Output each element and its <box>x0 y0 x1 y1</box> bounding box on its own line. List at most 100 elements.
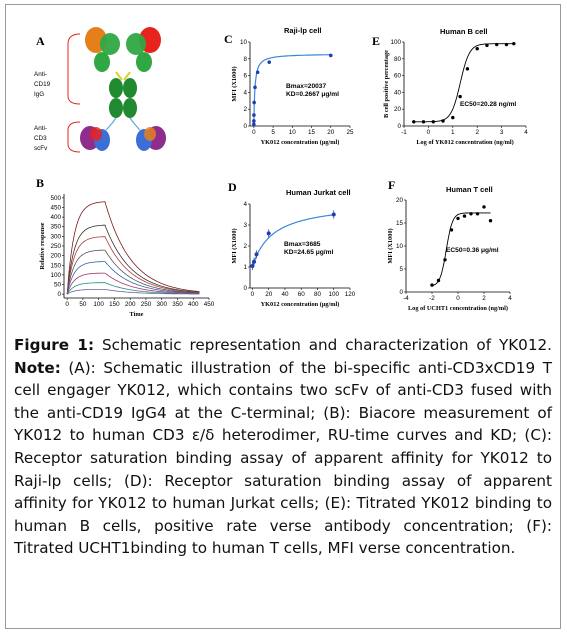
x-tick-label: 0 <box>252 129 256 136</box>
annotation-ec50: EC50=0.36 μg/ml <box>446 247 499 254</box>
x-axis-label: Log of YK012 concentration (ng/ml) <box>416 139 513 146</box>
label-anti-cd19-line3: IgG <box>34 91 44 98</box>
antibody-diagram: Anti- CD19 IgG Anti- CD3 scFv <box>34 27 166 153</box>
x-axis-label: Time <box>130 311 144 318</box>
x-tick-label: 2 <box>475 129 479 136</box>
sensorgram-curve <box>66 272 200 295</box>
y-tick-label: 0 <box>397 123 401 130</box>
fab-light-right <box>126 33 146 55</box>
sensorgram-curve <box>66 236 200 295</box>
linker-left <box>105 117 117 131</box>
label-anti-cd3-line1: Anti- <box>34 125 47 132</box>
data-point <box>252 119 256 123</box>
x-tick-label: 80 <box>314 291 322 298</box>
y-tick-label: 400 <box>50 214 61 221</box>
x-tick-label: 5 <box>271 129 275 136</box>
data-point <box>254 252 259 257</box>
hinge-right <box>123 71 131 81</box>
hinge-left <box>115 71 123 81</box>
y-tick-label: 0 <box>399 289 403 296</box>
x-tick-label: -1 <box>401 129 407 136</box>
panel-d-label: D <box>228 180 237 194</box>
label-anti-cd3-line3: scFv <box>34 145 48 152</box>
x-tick-label: 250 <box>141 301 152 308</box>
chart-b: 0 50 100 150 200 250 300 350 400 450 0 50 100 150 200 2… <box>39 194 215 318</box>
x-tick-label: 0 <box>427 129 431 136</box>
y-tick-label: 20 <box>396 197 404 204</box>
x-tick-label: 100 <box>93 301 104 308</box>
panel-a: A Anti- CD19 IgG Anti- CD3 s <box>30 24 180 174</box>
x-tick-label: -2 <box>429 295 435 302</box>
x-tick-label: 0 <box>65 301 69 308</box>
y-tick-label: 8 <box>243 56 247 63</box>
fab-cl-left <box>94 52 110 72</box>
data-point <box>331 212 336 217</box>
x-axis-label: YK012 concentration (μg/ml) <box>261 139 340 146</box>
data-point <box>252 122 256 127</box>
data-point <box>451 115 455 120</box>
panel-f-title: Human T cell <box>446 185 493 194</box>
y-tick-label: 100 <box>50 272 61 279</box>
x-axis-label: YK012 concentration (μg/ml) <box>261 301 340 308</box>
panel-c-label: C <box>224 32 233 46</box>
fit-curve <box>431 212 491 287</box>
caption-body: (A): Schematic illustration of the bi-sp… <box>14 358 552 558</box>
data-point <box>328 53 333 58</box>
scfv-cdr-left <box>90 127 102 141</box>
y-tick-label: 5 <box>399 266 403 273</box>
y-tick-label: 15 <box>396 220 404 227</box>
y-tick-label: 2 <box>243 106 247 113</box>
y-axis-label: MFI (X1000) <box>387 228 394 263</box>
data-point <box>482 205 486 209</box>
annotation-ec50: EC50=20.28 ng/ml <box>460 101 516 108</box>
y-tick-label: 6 <box>243 73 247 80</box>
sensorgram-curve <box>66 249 200 295</box>
x-tick-label: -4 <box>403 295 409 302</box>
caption-figure-label: Figure 1: <box>14 336 95 354</box>
y-tick-label: 4 <box>243 89 247 96</box>
label-anti-cd19-line2: CD19 <box>34 81 51 88</box>
data-point <box>266 231 271 236</box>
x-axis-label: Log of UCHT1 concentration (ng/ml) <box>408 305 508 312</box>
data-point <box>252 259 257 264</box>
x-tick-label: 2 <box>482 295 486 302</box>
fit-curve <box>251 214 334 268</box>
x-tick-label: 3 <box>500 129 504 136</box>
panel-f-label: F <box>388 178 396 192</box>
fit-curve <box>253 54 331 127</box>
fab-light-left <box>100 33 120 55</box>
label-anti-cd3-line2: CD3 <box>34 135 47 142</box>
label-anti-cd19-line1: Anti- <box>34 71 47 78</box>
annotation-bmax: Bmax=20037 <box>286 83 326 90</box>
annotation-kd: KD=0.2667 μg/ml <box>286 91 339 98</box>
sensorgram-curve <box>66 224 200 295</box>
data-point <box>504 42 509 47</box>
fc-ch2-left <box>109 78 123 98</box>
fab-cl-right <box>136 52 152 72</box>
panel-e-label: E <box>372 34 381 48</box>
x-tick-label: 20 <box>327 129 335 136</box>
sensorgram-curve <box>66 289 200 295</box>
x-tick-label: 350 <box>172 301 183 308</box>
panel-b-label: B <box>36 176 45 190</box>
data-point <box>475 212 480 216</box>
data-point <box>252 113 256 117</box>
caption-note-label: Note: <box>14 358 61 377</box>
x-tick-label: 4 <box>508 295 512 302</box>
chart-d: 0 20 40 60 80 100 120 0 1 2 3 4 YK012 concentration … <box>231 201 356 308</box>
y-tick-label: 4 <box>243 201 247 208</box>
y-tick-label: 100 <box>390 39 401 46</box>
data-point <box>469 212 473 216</box>
sensorgram-curve <box>66 282 200 295</box>
data-point <box>253 85 257 90</box>
y-axis-label: MFI (X1000) <box>231 66 238 101</box>
y-tick-label: 0 <box>243 285 247 292</box>
sensorgram-curve <box>66 201 200 295</box>
y-tick-label: 10 <box>396 243 404 250</box>
figure-frame <box>5 4 561 629</box>
x-tick-label: 1 <box>451 129 455 136</box>
y-tick-label: 0 <box>243 123 247 130</box>
fc-ch2-right <box>123 78 137 98</box>
data-point <box>458 94 462 99</box>
panel-e-title: Human B cell <box>440 27 488 36</box>
